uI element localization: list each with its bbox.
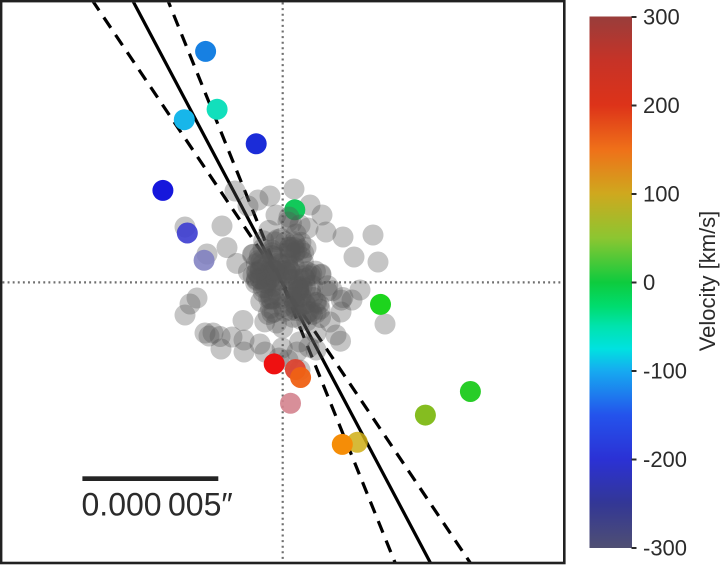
svg-text:-200: -200: [643, 447, 687, 472]
svg-text:-300: -300: [643, 536, 687, 561]
svg-text:200: 200: [643, 93, 680, 118]
svg-text:0: 0: [643, 270, 655, 295]
svg-text:-100: -100: [643, 359, 687, 384]
svg-text:100: 100: [643, 182, 680, 207]
svg-text:Velocity [km/s]: Velocity [km/s]: [695, 211, 720, 352]
svg-text:300: 300: [643, 5, 680, 30]
svg-text:0.000 005″: 0.000 005″: [82, 487, 233, 523]
